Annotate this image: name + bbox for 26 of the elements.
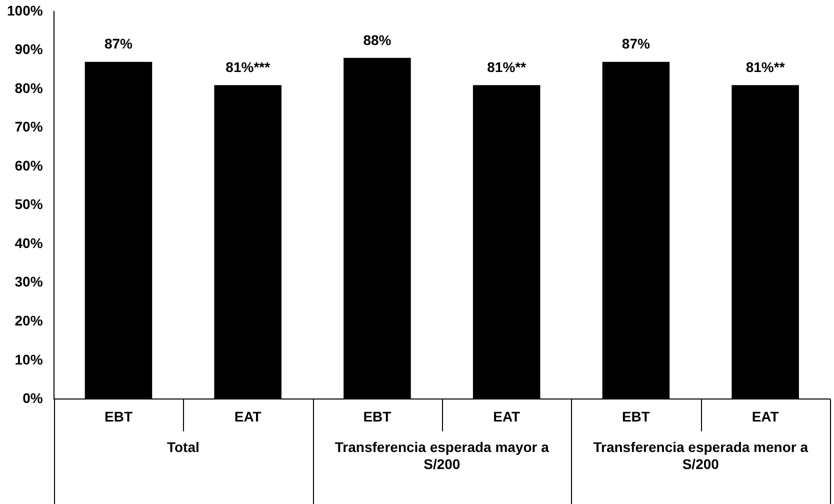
x-tick-label: EAT [234, 408, 262, 424]
x-tick-label: EBT [104, 408, 133, 424]
data-label: 88% [363, 32, 392, 48]
x-tick-label: EAT [493, 408, 521, 424]
data-label: 81%*** [226, 58, 271, 75]
y-tick-label: 20% [14, 312, 44, 328]
text: Transferencia esperada mayor a S/200 [334, 439, 550, 472]
data-label: 81%** [487, 58, 527, 75]
y-tick-label: 90% [14, 41, 44, 58]
text: Total [166, 439, 200, 456]
y-tick-label: 80% [14, 80, 44, 96]
data-label: 87% [104, 36, 134, 52]
data-label: 81%** [746, 58, 786, 75]
data-label: 87% [622, 36, 651, 52]
y-tick-label: 40% [14, 234, 44, 251]
x-tick-label: EBT [363, 408, 392, 424]
y-tick-label: 0% [22, 390, 44, 406]
y-tick-label: 30% [14, 274, 44, 290]
y-tick-label: 100% [6, 2, 44, 18]
text: Transferencia esperada menor a S/200 [593, 439, 808, 472]
x-tick-label: EAT [752, 408, 780, 424]
x-tick-label: EBT [622, 408, 650, 424]
y-tick-label: 70% [14, 118, 44, 135]
y-tick-label: 60% [14, 157, 44, 174]
y-tick-label: 10% [14, 351, 44, 368]
y-tick-label: 50% [14, 196, 44, 212]
